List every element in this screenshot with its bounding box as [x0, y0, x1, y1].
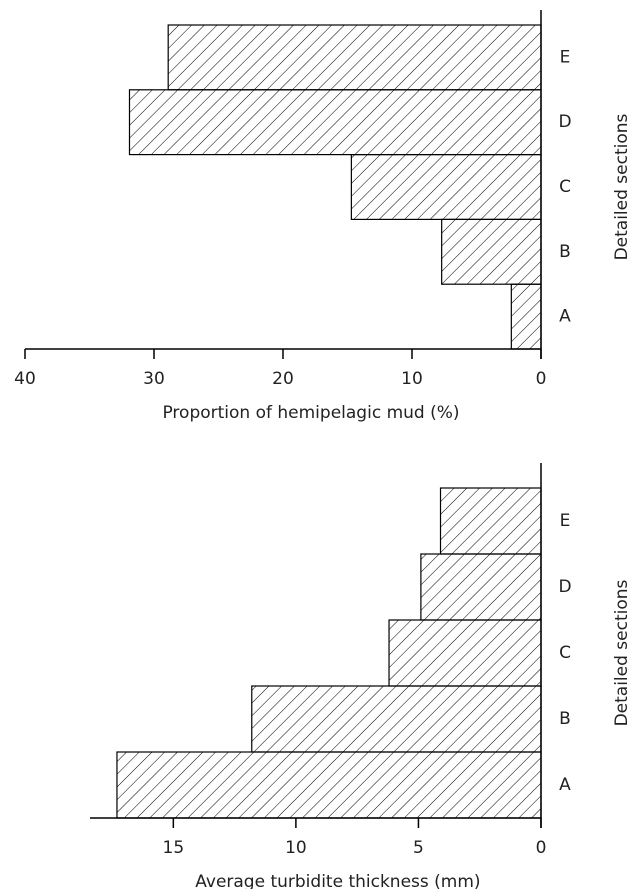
category-label: C — [559, 177, 571, 197]
bar — [510, 283, 542, 350]
category-label: D — [558, 577, 571, 597]
x-tick-label: 0 — [536, 369, 547, 389]
x-tick-label: 10 — [285, 838, 307, 858]
category-label: E — [560, 511, 571, 531]
category-label: A — [559, 307, 571, 327]
category-label: C — [559, 643, 571, 663]
category-label: D — [558, 112, 571, 132]
bar — [251, 685, 542, 753]
bar — [128, 89, 542, 156]
x-tick-label: 15 — [163, 838, 185, 858]
bar — [388, 619, 542, 687]
x-tick-label: 10 — [401, 369, 423, 389]
bar — [116, 751, 542, 819]
x-tick-label: 5 — [413, 838, 424, 858]
category-label: A — [559, 775, 571, 795]
y-axis-title: Detailed sections — [612, 579, 632, 726]
x-tick-label: 20 — [272, 369, 294, 389]
category-label: B — [559, 242, 571, 262]
x-tick-label: 30 — [143, 369, 165, 389]
bar — [441, 218, 542, 285]
y-axis-title: Detailed sections — [612, 113, 632, 260]
category-label: E — [560, 47, 571, 67]
category-label: B — [559, 709, 571, 729]
x-axis-title: Average turbidite thickness (mm) — [195, 872, 480, 889]
bar — [350, 154, 542, 221]
x-axis-title: Proportion of hemipelagic mud (%) — [162, 403, 459, 423]
x-tick-label: 40 — [14, 369, 36, 389]
bar — [167, 24, 542, 91]
bar — [420, 553, 542, 621]
x-tick-label: 0 — [536, 838, 547, 858]
bar — [439, 487, 542, 555]
